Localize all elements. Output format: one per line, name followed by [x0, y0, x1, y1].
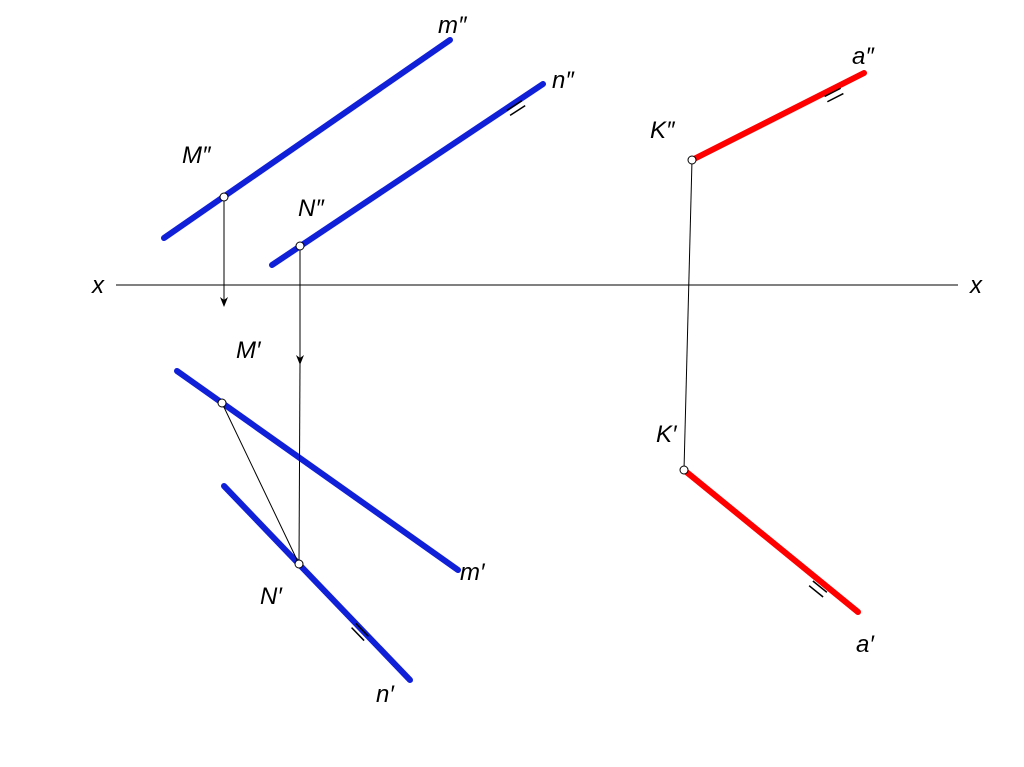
point-N2: [296, 242, 304, 250]
projection-diagram: x x m″ n″ M″ N″ M′ N′ m′ n′ K″ K′ a″ a′: [0, 0, 1024, 767]
line-a1: [684, 470, 858, 612]
label-m2: m″: [438, 12, 468, 39]
label-N1: N′: [260, 583, 283, 610]
label-K1: K′: [656, 421, 678, 448]
point-M2: [220, 193, 228, 201]
label-N2: N″: [298, 195, 325, 222]
label-K2: K″: [650, 117, 676, 144]
label-n2: n″: [552, 67, 575, 94]
label-m1: m′: [460, 559, 486, 586]
x-axis-label-left: x: [91, 272, 105, 299]
points: [218, 156, 696, 568]
label-M2: M″: [182, 142, 212, 169]
line-a2: [692, 73, 864, 160]
connectors: [222, 160, 692, 564]
connector-4: [684, 160, 692, 470]
x-axis-label-right: x: [969, 272, 983, 299]
point-M1: [218, 399, 226, 407]
connector-3: [299, 364, 300, 564]
point-K1: [680, 466, 688, 474]
point-N1: [295, 560, 303, 568]
line-n2: [272, 84, 543, 265]
point-K2: [688, 156, 696, 164]
label-n1: n′: [376, 681, 395, 708]
tick-a2: [827, 94, 843, 102]
label-a2: a″: [852, 43, 875, 70]
label-a1: a′: [856, 631, 875, 658]
tick-marks: [352, 88, 844, 640]
label-M1: M′: [236, 337, 262, 364]
